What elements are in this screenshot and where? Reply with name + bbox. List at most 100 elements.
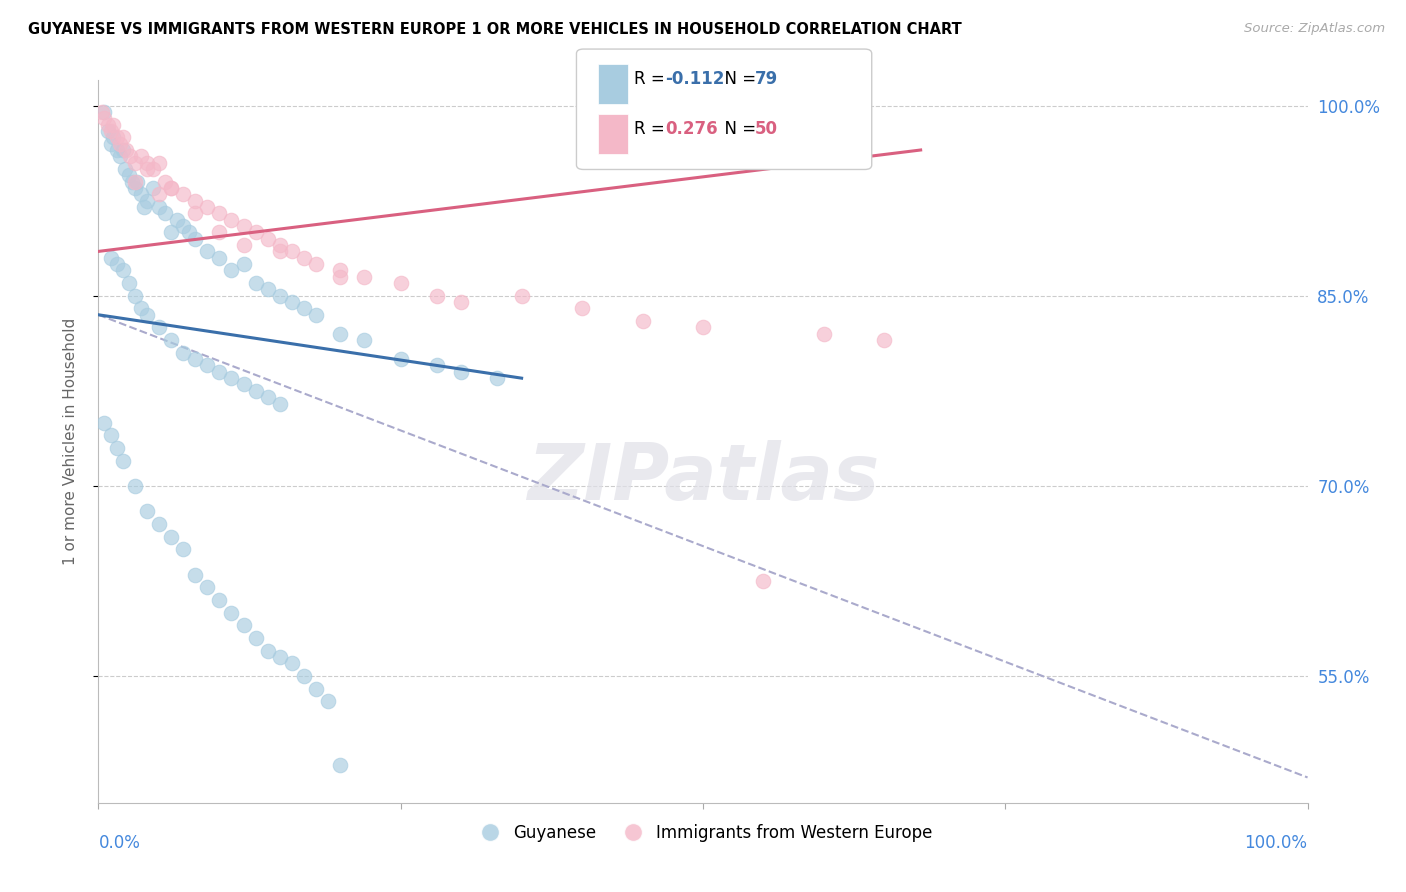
Point [135, 194, 157, 208]
Point [208, 593, 231, 607]
Point [269, 238, 291, 252]
Point [118, 149, 141, 163]
Point [269, 244, 291, 259]
Point [148, 516, 170, 531]
Point [111, 453, 134, 467]
Point [129, 301, 152, 316]
Point [172, 187, 194, 202]
Point [232, 618, 254, 632]
Point [100, 124, 122, 138]
Legend: Guyanese, Immigrants from Western Europe: Guyanese, Immigrants from Western Europe [467, 817, 939, 848]
Point [195, 580, 218, 594]
Point [329, 757, 352, 772]
Point [101, 118, 124, 132]
Point [93, 105, 115, 120]
Point [135, 308, 157, 322]
Point [208, 365, 231, 379]
Point [118, 169, 141, 183]
Point [93, 112, 115, 126]
Text: N =: N = [714, 120, 762, 137]
Point [153, 206, 176, 220]
Text: 100.0%: 100.0% [1244, 835, 1308, 853]
Point [221, 371, 243, 385]
Point [692, 320, 714, 334]
Point [305, 257, 328, 271]
Text: ZIPatlas: ZIPatlas [527, 440, 879, 516]
Point [256, 232, 278, 246]
Point [148, 200, 170, 214]
Point [873, 333, 896, 347]
Text: R =: R = [634, 70, 671, 87]
Point [269, 396, 291, 410]
Point [129, 149, 152, 163]
Y-axis label: 1 or more Vehicles in Household: 1 or more Vehicles in Household [63, 318, 77, 566]
Point [232, 219, 254, 233]
Point [245, 276, 267, 290]
Point [221, 212, 243, 227]
Point [153, 175, 176, 189]
Text: GUYANESE VS IMMIGRANTS FROM WESTERN EUROPE 1 OR MORE VEHICLES IN HOUSEHOLD CORRE: GUYANESE VS IMMIGRANTS FROM WESTERN EURO… [28, 22, 962, 37]
Point [281, 657, 304, 671]
Point [184, 194, 207, 208]
Point [256, 390, 278, 404]
Point [245, 226, 267, 240]
Point [179, 226, 201, 240]
Point [148, 320, 170, 334]
Point [221, 606, 243, 620]
Text: 0.276: 0.276 [665, 120, 717, 137]
Point [160, 181, 183, 195]
Point [100, 136, 122, 151]
Point [752, 574, 775, 588]
Point [389, 276, 412, 290]
Point [124, 175, 146, 189]
Point [269, 289, 291, 303]
Point [100, 428, 122, 442]
Point [195, 244, 218, 259]
Point [105, 143, 128, 157]
Point [160, 226, 183, 240]
Point [208, 251, 231, 265]
Point [256, 643, 278, 657]
Point [184, 352, 207, 367]
Point [571, 301, 593, 316]
Point [115, 143, 138, 157]
Point [426, 359, 449, 373]
Point [184, 206, 207, 220]
Text: -0.112: -0.112 [665, 70, 724, 87]
Point [195, 359, 218, 373]
Point [813, 326, 835, 341]
Point [135, 155, 157, 169]
Point [97, 118, 120, 132]
Point [245, 631, 267, 645]
Point [450, 295, 472, 310]
Point [142, 181, 165, 195]
Point [101, 130, 124, 145]
Text: R =: R = [634, 120, 671, 137]
Point [93, 416, 115, 430]
Point [510, 289, 533, 303]
Point [245, 384, 267, 398]
Point [184, 232, 207, 246]
Point [160, 333, 183, 347]
Point [111, 263, 134, 277]
Point [111, 143, 134, 157]
Point [135, 504, 157, 518]
Point [91, 105, 114, 120]
Point [292, 251, 315, 265]
Point [105, 257, 128, 271]
Point [166, 212, 188, 227]
Point [121, 175, 143, 189]
Point [329, 263, 352, 277]
Point [118, 276, 141, 290]
Point [305, 308, 328, 322]
Point [108, 149, 131, 163]
Point [426, 289, 449, 303]
Text: Source: ZipAtlas.com: Source: ZipAtlas.com [1244, 22, 1385, 36]
Point [486, 371, 509, 385]
Point [208, 206, 231, 220]
Point [292, 301, 315, 316]
Point [114, 161, 136, 176]
Point [124, 155, 146, 169]
Point [111, 130, 134, 145]
Point [160, 530, 183, 544]
